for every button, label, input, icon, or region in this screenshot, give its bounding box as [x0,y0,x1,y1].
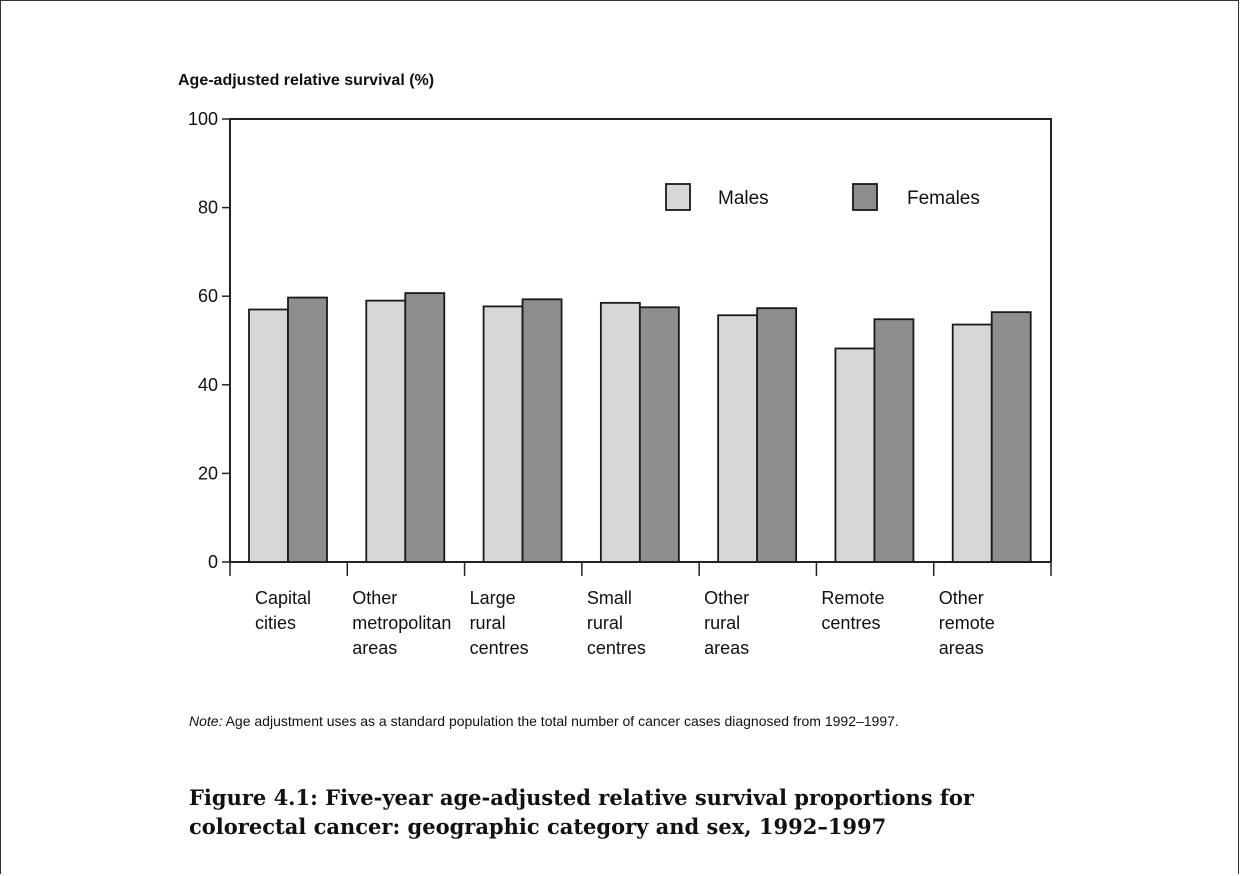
x-category-label-line: Large [470,588,516,608]
x-category-label-line: Other [352,588,397,608]
note-text: Age adjustment uses as a standard popula… [222,713,899,729]
bar-males [717,314,759,563]
x-category-label: Other remote areas [939,588,995,658]
bar-females [873,318,915,563]
bar-females [638,306,680,563]
chart: Age-adjusted relative survival (%) 0 20 40… [178,72,1052,658]
bar-females [404,292,446,563]
x-category-label-line: areas [704,638,749,658]
bar-males [834,347,876,563]
y-tick-label: 40 [198,375,218,395]
legend-swatch-males [665,183,691,211]
bar-males [599,301,641,563]
x-category-label-line: rural [704,613,740,633]
x-category-label-line: centres [470,638,529,658]
x-category-label-line: rural [470,613,506,633]
bar-females [287,296,328,563]
bar-females [521,298,563,563]
x-category-label: Other rural areas [704,588,749,658]
x-category-label-line: centres [587,638,646,658]
bar-males [482,305,524,563]
legend-label-females: Females [907,188,980,209]
figure-caption: Figure 4.1: Five-year age-adjusted relat… [189,785,974,839]
plot-area: 0 20 40 60 80 100 Capital cities Other metropolit… [188,109,1052,658]
x-category-label: Other metropolitan areas [352,588,451,658]
x-category-label-line: Remote [821,588,884,608]
y-tick-label: 80 [198,198,218,218]
x-category-label-line: centres [821,613,880,633]
y-tick-label: 60 [198,286,218,306]
x-category-label: Remote centres [821,588,884,633]
y-tick-label: 100 [188,109,218,129]
x-category-label-line: Capital [255,588,311,608]
bar-females [756,307,798,563]
legend-swatch-females [852,183,878,211]
x-category-label: Small rural centres [587,588,646,658]
plot-frame [229,118,1052,562]
y-tick-label: 0 [208,552,218,572]
legend-label-males: Males [718,188,769,209]
x-category-label-line: metropolitan [352,613,451,633]
y-tick-label: 20 [198,463,218,483]
x-category-label-line: remote [939,613,995,633]
y-axis-title: Age-adjusted relative survival (%) [178,72,434,89]
chart-note: Note: Age adjustment uses as a standard … [189,713,899,729]
x-category-label-line: Small [587,588,632,608]
x-category-label-line: cities [255,613,296,633]
x-category-label-line: rural [587,613,623,633]
x-category-label-line: areas [939,638,984,658]
bar-females [990,311,1032,563]
x-category-label: Capital cities [255,588,311,633]
x-category-label-line: Other [704,588,749,608]
bar-males [951,323,993,563]
bar-males [365,299,407,563]
bar-males [248,308,289,563]
x-category-label-line: Other [939,588,984,608]
x-category-label: Large rural centres [470,588,529,658]
legend: Males Females [665,183,980,211]
x-category-label-line: areas [352,638,397,658]
note-label: Note: [189,713,223,729]
